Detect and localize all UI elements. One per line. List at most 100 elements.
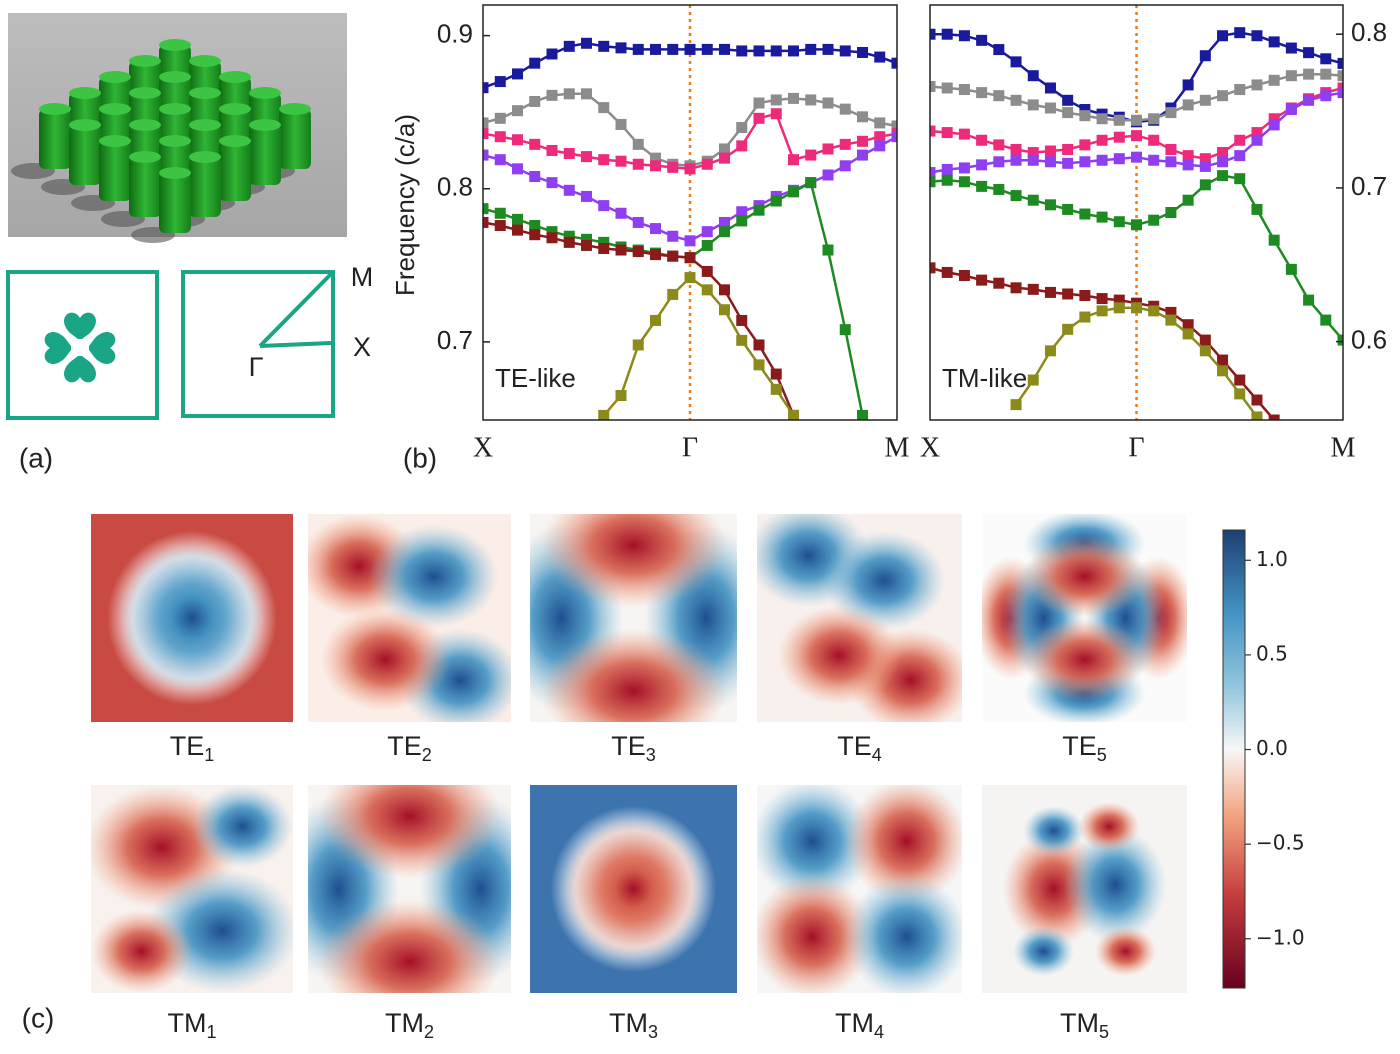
band-point <box>1320 53 1332 65</box>
mode-index: 3 <box>646 745 656 765</box>
band-point <box>667 250 679 262</box>
band-point <box>993 277 1005 289</box>
band-point <box>719 152 730 164</box>
band-point <box>770 368 782 380</box>
band-point <box>1182 99 1194 111</box>
x-tick-label: M <box>1331 432 1356 463</box>
band-point <box>684 163 696 175</box>
mode-index: 2 <box>422 745 432 765</box>
band-point <box>1303 47 1315 59</box>
band-point <box>615 207 627 219</box>
band-point <box>563 148 575 160</box>
band-point <box>1044 82 1056 94</box>
pillar-top <box>159 103 191 115</box>
band-point <box>822 169 834 181</box>
band-point <box>563 88 575 100</box>
band-point <box>857 409 868 420</box>
mode-label: TM1 <box>168 1008 217 1042</box>
band-point <box>581 151 592 163</box>
band-point <box>483 149 489 161</box>
pillar <box>279 109 311 169</box>
band-point <box>632 43 644 55</box>
panel-label: (c) <box>22 1002 55 1033</box>
band-point <box>805 149 817 161</box>
band-point <box>839 160 851 172</box>
band-point <box>976 274 988 286</box>
band-point <box>788 45 799 57</box>
band-point <box>1217 156 1229 168</box>
band-point <box>1027 283 1039 295</box>
band-point <box>736 314 748 326</box>
band-point <box>770 108 782 120</box>
band-point <box>736 206 748 218</box>
mode-name: TM <box>168 1008 207 1038</box>
band-point <box>1234 388 1246 400</box>
band-point <box>1062 143 1074 155</box>
field-lobe <box>540 628 727 722</box>
band-point <box>736 45 748 57</box>
band-point <box>1027 147 1039 159</box>
band-point <box>1010 94 1022 106</box>
band-point <box>976 159 988 171</box>
band-point <box>822 244 834 256</box>
band-point <box>581 37 592 49</box>
field-map <box>982 514 1187 722</box>
band-point <box>788 92 799 104</box>
band-point <box>615 118 627 130</box>
field-lobe <box>757 874 874 993</box>
pillar-top <box>189 151 221 163</box>
field-map <box>91 514 293 722</box>
band-point <box>753 112 765 124</box>
band-point <box>1337 334 1343 346</box>
field-lobe <box>320 607 451 712</box>
band-point <box>930 125 936 137</box>
band-point <box>650 314 661 326</box>
band-point <box>1285 70 1297 82</box>
band-point <box>1113 216 1125 228</box>
band-point <box>1010 154 1022 166</box>
band-point <box>1131 302 1142 314</box>
band-point <box>1268 36 1280 48</box>
field-map <box>530 785 737 993</box>
band-point <box>1268 113 1280 125</box>
band-point <box>1268 74 1280 86</box>
band-point <box>632 158 644 170</box>
pillar <box>189 157 221 217</box>
y-tick-label: 0.7 <box>1351 171 1387 201</box>
band-point <box>581 239 592 251</box>
band-point <box>993 90 1005 102</box>
band-point <box>1251 134 1263 146</box>
mode-label: TM3 <box>609 1008 658 1042</box>
band-point <box>512 134 523 146</box>
band-point <box>632 216 644 228</box>
point-label: Γ <box>249 352 264 382</box>
band-point <box>1303 294 1315 306</box>
band-point <box>494 76 506 88</box>
pillar-top <box>249 87 281 99</box>
band-point <box>1165 156 1177 168</box>
band-point <box>941 174 953 186</box>
band-point <box>701 158 713 170</box>
band-point <box>958 270 970 282</box>
band-point <box>1234 84 1246 96</box>
band-point <box>1062 203 1074 215</box>
band-point <box>529 138 541 150</box>
band-point <box>930 28 936 40</box>
band-point <box>667 161 679 173</box>
pillar <box>129 157 161 217</box>
band-point <box>650 223 661 235</box>
mode-name: TE <box>170 731 205 761</box>
band-point <box>1010 282 1022 294</box>
mode-index: 4 <box>874 1022 884 1042</box>
pillar-top <box>99 103 131 115</box>
field-pattern <box>982 514 1187 722</box>
band-point <box>1182 328 1194 340</box>
band-point <box>770 383 782 395</box>
band-point <box>598 200 610 212</box>
band-point <box>581 190 592 202</box>
field-pattern <box>757 514 962 722</box>
colorbar <box>1222 529 1246 989</box>
band-point <box>494 112 506 124</box>
band-point <box>1079 311 1091 323</box>
band-point <box>857 135 868 147</box>
